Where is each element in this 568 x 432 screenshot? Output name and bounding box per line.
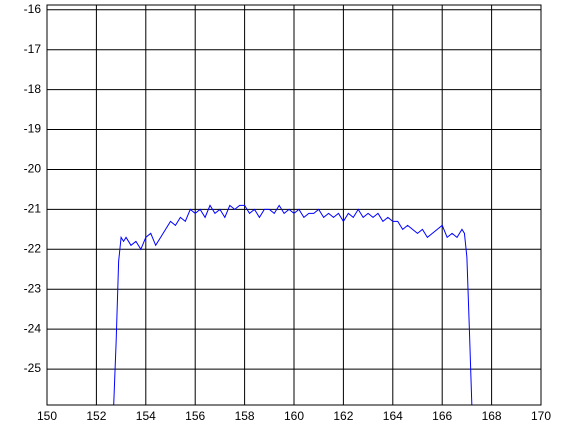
y-tick-label: -16 <box>24 2 42 16</box>
y-tick-label: -17 <box>24 42 42 56</box>
x-tick-label: 162 <box>333 409 353 423</box>
x-tick-label: 164 <box>383 409 403 423</box>
x-tick-label: 150 <box>37 409 57 423</box>
y-tick-label: -18 <box>24 82 42 96</box>
y-tick-label: -23 <box>24 281 42 295</box>
x-tick-label: 156 <box>185 409 205 423</box>
y-tick-label: -19 <box>24 122 42 136</box>
y-tick-label: -22 <box>24 241 42 255</box>
x-tick-label: 158 <box>235 409 255 423</box>
x-tick-label: 154 <box>136 409 156 423</box>
data-line <box>113 204 473 405</box>
y-tick-label: -24 <box>24 321 42 335</box>
x-tick-label: 168 <box>482 409 502 423</box>
x-tick-label: 160 <box>284 409 304 423</box>
x-tick-label: 166 <box>432 409 452 423</box>
y-tick-label: -21 <box>24 202 42 216</box>
axes-box <box>46 4 542 406</box>
x-tick-label: 170 <box>531 409 551 423</box>
y-tick-label: -25 <box>24 361 42 375</box>
y-tick-label: -20 <box>24 162 42 176</box>
x-tick-label: 152 <box>86 409 106 423</box>
